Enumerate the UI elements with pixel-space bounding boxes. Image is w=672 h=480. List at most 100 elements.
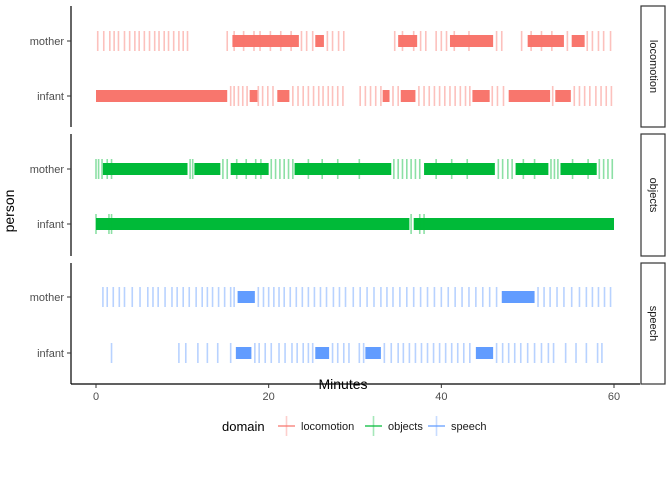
- objects-infant-segment: [413, 218, 614, 230]
- objects-mother-event: [95, 159, 97, 179]
- locomotion-infant-event: [312, 86, 315, 106]
- panel-objects: mother infant objects: [30, 133, 666, 257]
- strip-speech: speech: [640, 262, 666, 385]
- x-axis-title: Minutes: [318, 376, 367, 392]
- locomotion-infant-event: [267, 86, 269, 106]
- objects-mother-event: [245, 159, 248, 179]
- locomotion-infant-event: [241, 86, 244, 106]
- locomotion-infant-event: [369, 86, 372, 106]
- objects-mother-event: [410, 159, 412, 179]
- speech-mother-event: [164, 287, 166, 307]
- speech-infant-event: [513, 343, 516, 363]
- locomotion-infant-segment: [555, 90, 571, 102]
- objects-mother-event: [283, 159, 286, 179]
- objects-mother-event: [106, 159, 109, 179]
- locomotion-infant-segment: [96, 90, 228, 102]
- objects-mother-event: [611, 159, 614, 179]
- objects-mother-event: [110, 159, 113, 179]
- speech-infant-event: [390, 343, 393, 363]
- speech-mother-event: [262, 287, 265, 307]
- objects-mother-event: [222, 159, 224, 179]
- speech-infant-event: [278, 343, 280, 363]
- speech-infant-event: [311, 343, 314, 363]
- legend-label-objects: objects: [388, 421, 423, 433]
- speech-infant-event: [254, 343, 256, 363]
- objects-infant-event: [108, 214, 110, 234]
- strip-label-speech: speech: [647, 306, 659, 341]
- objects-mother-event: [97, 159, 100, 179]
- locomotion-infant-event: [491, 86, 494, 106]
- x-tick-label: 60: [608, 391, 620, 403]
- speech-infant-event: [348, 343, 350, 363]
- speech-infant-event: [438, 343, 441, 363]
- objects-mother-event: [274, 159, 277, 179]
- locomotion-infant-event: [297, 86, 299, 106]
- locomotion-mother-segment: [232, 35, 299, 47]
- speech-infant-event: [284, 343, 286, 363]
- speech-infant-event: [462, 343, 465, 363]
- locomotion-mother-event: [134, 31, 136, 51]
- objects-mother-event: [450, 159, 453, 179]
- objects-mother-event: [397, 159, 399, 179]
- speech-mother-event: [433, 287, 436, 307]
- speech-mother-event: [147, 287, 149, 307]
- speech-mother-event: [223, 287, 226, 307]
- locomotion-infant-segment: [277, 90, 290, 102]
- objects-infant-event: [95, 214, 97, 234]
- speech-infant-event: [450, 343, 453, 363]
- locomotion-infant-event: [438, 86, 441, 106]
- locomotion-infant-segment: [249, 90, 258, 102]
- locomotion-mother-event: [597, 31, 600, 51]
- locomotion-mother-event: [300, 31, 303, 51]
- speech-infant-segment: [235, 347, 252, 359]
- objects-mother-segment: [230, 163, 269, 175]
- objects-mother-segment: [424, 163, 495, 175]
- objects-mother-event: [598, 159, 601, 179]
- locomotion-infant-event: [418, 86, 420, 106]
- speech-mother-event: [188, 287, 191, 307]
- objects-mother-event: [260, 159, 262, 179]
- locomotion-mother-event: [182, 31, 184, 51]
- speech-infant-event: [270, 343, 273, 363]
- objects-mother-event: [393, 159, 395, 179]
- locomotion-infant-event: [307, 86, 310, 106]
- locomotion-mother-event: [551, 31, 553, 51]
- objects-mother-event: [557, 159, 559, 179]
- strip-box-locomotion: [640, 5, 666, 128]
- speech-infant-event: [258, 343, 260, 363]
- speech-infant-segment: [365, 347, 381, 359]
- objects-mother-segment: [294, 163, 392, 175]
- locomotion-infant-event: [317, 86, 320, 106]
- speech-mother-event: [380, 287, 382, 307]
- locomotion-mother-event: [331, 31, 334, 51]
- speech-mother-event: [406, 287, 408, 307]
- locomotion-mother-event: [530, 31, 532, 51]
- locomotion-infant-event: [610, 86, 613, 106]
- speech-mother-event: [366, 287, 368, 307]
- speech-mother-event: [295, 287, 298, 307]
- locomotion-infant-event: [392, 86, 394, 106]
- speech-infant-event: [526, 343, 529, 363]
- locomotion-mother-event: [566, 31, 569, 51]
- objects-mother-event: [418, 159, 421, 179]
- locomotion-infant-event: [331, 86, 334, 106]
- locomotion-mother-event: [495, 31, 498, 51]
- speech-mother-event: [171, 287, 173, 307]
- objects-mother-event: [501, 159, 504, 179]
- speech-infant-event: [547, 343, 550, 363]
- legend-title: domain: [222, 419, 265, 434]
- locomotion-infant-event: [443, 86, 446, 106]
- speech-mother-event: [591, 287, 594, 307]
- speech-mother-event: [195, 287, 197, 307]
- locomotion-mother-event: [138, 31, 140, 51]
- speech-mother-event: [319, 287, 322, 307]
- y-tick-label-mother: mother: [30, 36, 65, 48]
- strip-box-objects: [640, 133, 666, 257]
- locomotion-mother-event: [113, 31, 115, 51]
- objects-infant-event: [110, 214, 113, 234]
- speech-infant-event: [420, 343, 423, 363]
- strip-objects: objects: [640, 133, 666, 257]
- locomotion-mother-event: [186, 31, 189, 51]
- y-tick-label-mother: mother: [30, 292, 65, 304]
- speech-mother-event: [182, 287, 184, 307]
